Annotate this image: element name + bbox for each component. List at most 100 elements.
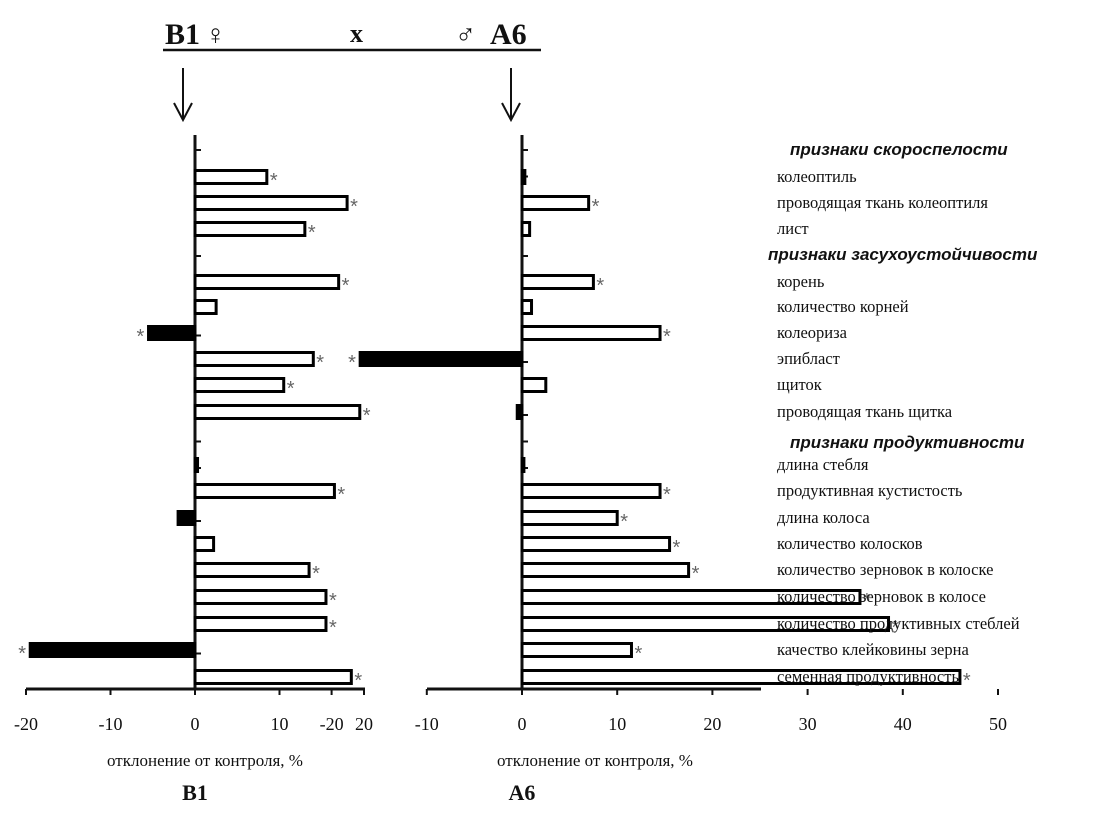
significance-marker: *	[963, 670, 971, 692]
group-label: признаки засухоустойчивости	[768, 245, 1038, 264]
significance-marker: *	[287, 378, 295, 400]
x-tick-label: 50	[989, 714, 1007, 734]
x-tick-label: 30	[799, 714, 817, 734]
category-label: количество колосков	[777, 534, 923, 553]
significance-marker: *	[316, 352, 324, 374]
x-tick-label: -10	[415, 714, 439, 734]
group-label: признаки продуктивности	[790, 433, 1025, 452]
significance-marker: *	[892, 617, 900, 639]
x-tick-label: 0	[518, 714, 527, 734]
panel-title: B1	[182, 780, 208, 805]
bar	[193, 457, 200, 473]
bar	[193, 299, 218, 315]
x-axis-label: отклонение от контроля, %	[107, 751, 303, 770]
significance-marker: *	[329, 617, 337, 639]
down-arrow-icon	[501, 68, 521, 123]
category-label: длина колоса	[777, 508, 870, 527]
chart-panel-b1: -20 -10 0 10 20 отклонение от контроля, % B1 * *…	[14, 135, 373, 805]
significance-marker: *	[270, 170, 278, 192]
female-parent-label: B1	[165, 18, 200, 51]
group-label: признаки скороспелости	[790, 140, 1008, 159]
bar	[193, 377, 286, 393]
x-tick-label: 20	[703, 714, 721, 734]
bar	[193, 483, 336, 499]
x-tick-label: -10	[99, 714, 123, 734]
bar	[147, 325, 197, 341]
bar	[520, 274, 595, 290]
category-label: количество зерновок в колоске	[777, 560, 994, 579]
bar	[520, 169, 527, 185]
bar	[515, 404, 524, 420]
bar	[520, 299, 534, 315]
bar	[193, 616, 328, 632]
male-parent-label: A6	[490, 18, 527, 51]
category-label: колеориза	[777, 323, 847, 342]
category-label: продуктивная кустистость	[777, 481, 963, 500]
x-tick-label: -20	[14, 714, 38, 734]
male-symbol-icon: ♂	[455, 20, 476, 51]
significance-marker: *	[137, 326, 145, 348]
x-tick-label: 40	[894, 714, 912, 734]
x-tick-label: 10	[271, 714, 289, 734]
significance-marker: *	[348, 352, 356, 374]
bar	[520, 325, 662, 341]
x-axis-label: отклонение от контроля, %	[497, 751, 693, 770]
significance-marker: *	[634, 643, 642, 665]
category-label: количество зерновок в колосе	[777, 587, 987, 606]
significance-marker: *	[363, 405, 371, 427]
category-label: щиток	[777, 375, 822, 394]
bar	[520, 616, 891, 632]
bar	[193, 274, 341, 290]
cross-header: B1 ♀ x ♂ A6	[163, 18, 541, 52]
bar	[193, 589, 328, 605]
x-tick-label: 20	[355, 714, 373, 734]
bar	[193, 195, 349, 211]
significance-marker: *	[337, 484, 345, 506]
category-label: проводящая ткань колеоптиля	[777, 193, 989, 212]
significance-marker: *	[342, 275, 350, 297]
bar	[520, 221, 532, 237]
category-label: количество корней	[777, 297, 909, 316]
x-tick-label: 10	[608, 714, 626, 734]
panel-title: A6	[509, 780, 536, 805]
x-tick-label: 0	[191, 714, 200, 734]
bar	[193, 669, 353, 685]
down-arrow-icon	[173, 68, 193, 123]
female-symbol-icon: ♀	[205, 20, 226, 51]
category-label: длина стебля	[777, 455, 869, 474]
category-label: качество клейковины зерна	[777, 640, 969, 659]
bar	[520, 536, 672, 552]
chart-panel-a6: -20 -10 0 10 20 30 40 50 отклонение от контроля,…	[320, 135, 1007, 805]
bar	[520, 195, 591, 211]
category-label: эпибласт	[777, 349, 840, 368]
cross-symbol: x	[350, 19, 363, 48]
significance-marker: *	[663, 326, 671, 348]
significance-marker: *	[592, 196, 600, 218]
bar	[193, 404, 362, 420]
significance-marker: *	[354, 670, 362, 692]
significance-marker: *	[663, 484, 671, 506]
bar	[520, 483, 662, 499]
significance-marker: *	[329, 590, 337, 612]
category-label: колеоптиль	[777, 167, 857, 186]
bar	[193, 221, 307, 237]
bar	[520, 457, 526, 473]
bar	[520, 642, 633, 658]
category-label: лист	[777, 219, 809, 238]
category-label: количество продуктивных стеблей	[777, 614, 1020, 633]
bar	[358, 351, 524, 367]
bar	[520, 562, 691, 578]
bar	[176, 510, 197, 526]
bar	[193, 562, 311, 578]
bar	[520, 377, 548, 393]
x-tick-label: -20	[320, 714, 344, 734]
bar	[193, 536, 216, 552]
significance-marker: *	[692, 563, 700, 585]
bar	[520, 510, 619, 526]
bar	[28, 642, 197, 658]
significance-marker: *	[620, 511, 628, 533]
significance-marker: *	[18, 643, 26, 665]
bar	[193, 351, 315, 367]
